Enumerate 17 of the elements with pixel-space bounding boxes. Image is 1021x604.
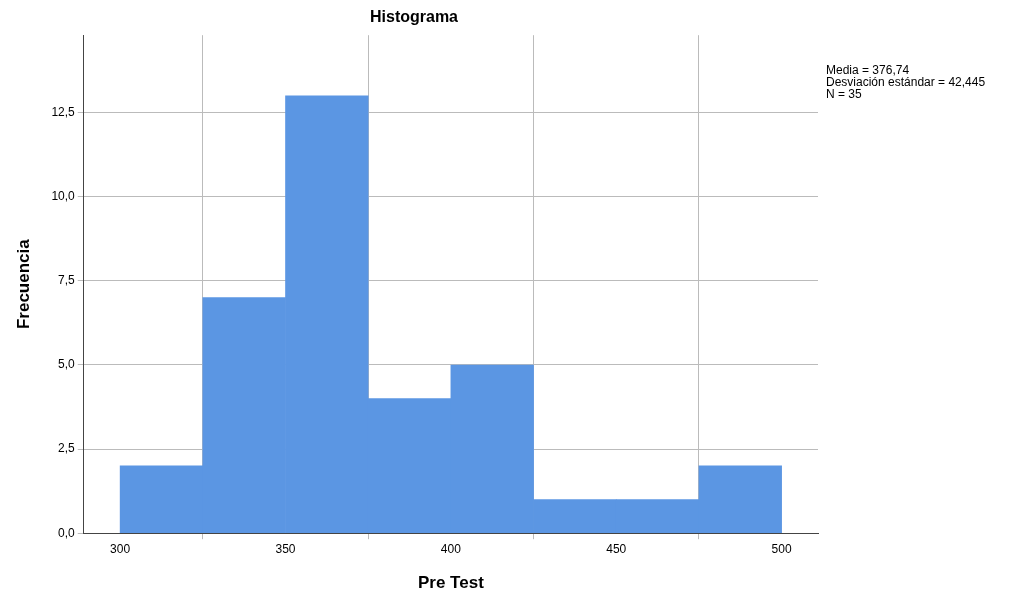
x-tick-label: 500 — [771, 541, 792, 556]
text: Desviación estándar = 42,445 — [826, 75, 986, 89]
y-axis-title: Frecuencia — [13, 238, 33, 330]
y-tick-label: 5,0 — [58, 357, 76, 372]
text: N = 35 — [826, 87, 863, 101]
y-tick-label: 10,0 — [51, 189, 76, 204]
text: Media = 376,74 — [826, 63, 911, 77]
y-tick-label: 12,5 — [51, 104, 76, 119]
x-axis-title: Pre Test — [417, 573, 485, 593]
x-tick-label: 400 — [440, 541, 462, 556]
x-tick-label: 450 — [606, 541, 627, 556]
y-tick-label: 0,0 — [58, 525, 76, 540]
y-tick-label: 7,5 — [58, 273, 76, 288]
y-tick-label: 2,5 — [58, 441, 76, 456]
x-tick-label: 300 — [110, 541, 131, 556]
x-tick-label: 350 — [275, 541, 296, 556]
chart-title: Histograma — [369, 8, 459, 26]
